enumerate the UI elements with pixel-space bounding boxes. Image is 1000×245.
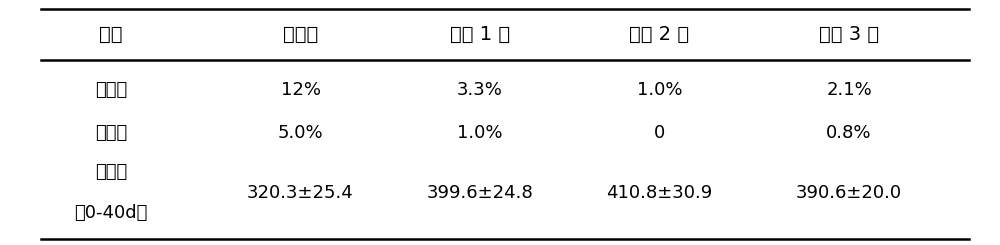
Text: 试验 3 组: 试验 3 组 [819,24,879,44]
Text: 1.0%: 1.0% [637,81,682,99]
Text: 320.3±25.4: 320.3±25.4 [247,184,354,202]
Text: （0-40d）: （0-40d） [74,204,148,222]
Text: 2.1%: 2.1% [826,81,872,99]
Text: 0: 0 [654,124,665,142]
Text: 3.3%: 3.3% [457,81,503,99]
Text: 试验 1 组: 试验 1 组 [450,24,510,44]
Text: 项目: 项目 [99,24,123,44]
Text: 12%: 12% [281,81,321,99]
Text: 1.0%: 1.0% [457,124,503,142]
Text: 399.6±24.8: 399.6±24.8 [427,184,533,202]
Text: 死亡率: 死亡率 [95,124,127,142]
Text: 5.0%: 5.0% [278,124,323,142]
Text: 试验 2 组: 试验 2 组 [629,24,690,44]
Text: 发病率: 发病率 [95,81,127,99]
Text: 410.8±30.9: 410.8±30.9 [606,184,713,202]
Text: 390.6±20.0: 390.6±20.0 [796,184,902,202]
Text: 日增重: 日增重 [95,163,127,181]
Text: 对照组: 对照组 [283,24,318,44]
Text: 0.8%: 0.8% [826,124,872,142]
